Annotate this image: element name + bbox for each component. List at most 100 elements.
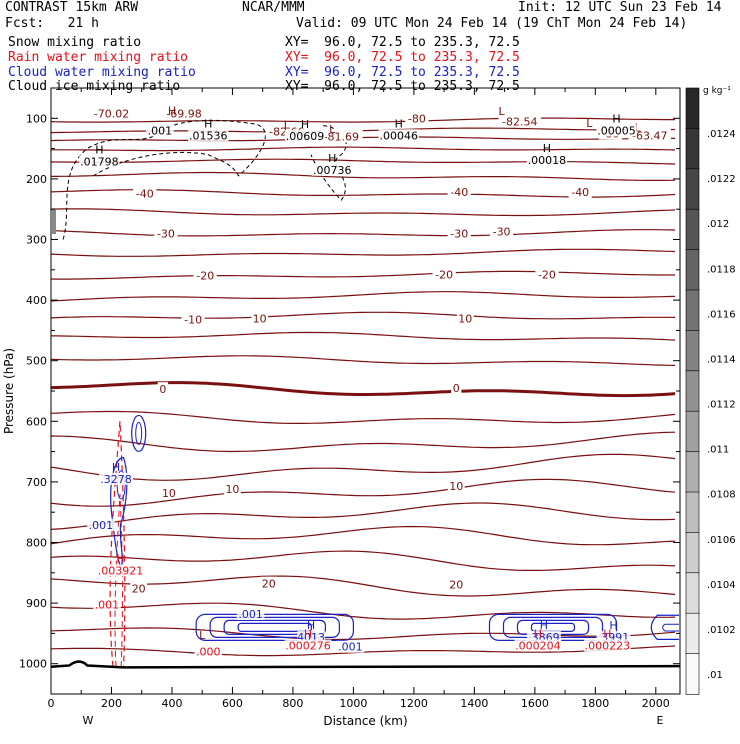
cloud-water-contour [116,470,126,500]
temperature-label-bg [320,129,363,143]
snow-label-bg [146,124,174,137]
snow-label: .01798 [80,155,119,168]
x-tick-label: 600 [222,697,243,710]
cloud-water-label-bg [236,608,265,621]
y-axis-label: Pressure (hPa) [2,348,16,434]
y-tick-label: 100 [26,112,47,125]
temperature-label-bg [447,577,465,591]
colorbar-tick-label: .011 [707,445,729,456]
rain-marker: H [116,552,124,565]
snow-label-bg [526,154,568,167]
field-name-rain: Rain water mixing ratio [8,50,189,65]
y-tick-label: 200 [26,173,47,186]
temperature-label: 0 [159,383,166,396]
x-end-label-east: E [657,714,664,727]
temperature-contour [50,136,675,142]
snow-label: .001 [148,124,173,137]
snow-label: .00609 [286,130,325,143]
rain-marker: H [304,628,312,641]
temperature-contour [50,291,676,302]
field-xy-snow: XY= 96.0, 72.5 to 235.3, 72.5 [285,35,520,50]
x-axis-label: Distance (km) [323,714,407,728]
snow-label: .00736 [313,164,352,177]
field-xy-cloud-ice: XY= 96.0, 72.5 to 235.3, 72.5 [285,79,520,94]
x-end-label-west: W [83,714,94,727]
temperature-label: -20 [196,269,214,282]
contour-labels: -70.02-69.98-82.66-81.69-80-82.54-80-63.… [79,104,671,659]
colorbar-swatch [685,370,700,412]
rain-label-bg [514,639,562,652]
rain-label-bg [93,598,121,611]
snow-contour [62,119,266,240]
snow-label-bg [284,129,326,142]
x-tick-label: 1600 [521,697,549,710]
x-tick-label: 1800 [581,697,609,710]
rain-contour [109,421,126,667]
cloud-water-contour [135,421,143,445]
temperature-label: 10 [449,480,463,493]
temperature-label-bg [251,311,269,325]
temperature-label: 10 [162,487,176,500]
temperature-contours [50,117,676,657]
colorbar-tick-label: .012 [707,219,729,230]
colorbar-swatch [685,612,700,655]
temperature-label: -20 [435,269,453,282]
colorbar-swatch [685,330,700,372]
x-tick-label: 200 [101,697,122,710]
rain-marker: H [603,628,611,641]
temperature-label: -63.47 [632,129,667,142]
rain-label-bg [284,639,332,652]
temperature-contour [51,146,676,152]
colorbar-swatch [685,208,700,251]
x-tick-label: 1000 [339,697,367,710]
temperature-label: 20 [449,578,463,591]
temperature-label: 10 [225,483,239,496]
temperature-contour [50,502,676,530]
temperature-contour [50,158,676,165]
cloud-water-marker: H [540,619,548,632]
colorbar-swatch [685,249,700,291]
cloud-water-contour [110,457,128,568]
colorbar-swatch [685,289,700,332]
temperature-label-bg [568,185,592,199]
temperature-label: 10 [458,312,472,325]
cloud-water-contour [650,614,679,640]
rain-marker: H [534,628,542,641]
temperature-contour [50,575,676,597]
temperature-label: -30 [450,227,468,240]
extremum-marker: L [499,105,506,118]
temperature-label-bg [154,226,178,240]
temperature-label-bg [456,311,474,325]
y-tick-label: 300 [26,234,47,247]
temperature-label: 20 [262,578,276,591]
temperature-label-bg [498,114,541,128]
colorbar-swatch [685,491,700,534]
colorbar-swatch [685,410,700,453]
field-xy-cloud-water: XY= 96.0, 72.5 to 235.3, 72.5 [285,65,520,80]
temperature-label-bg [535,267,559,281]
temperature-label-bg [489,224,514,238]
extremum-marker: H [168,104,176,117]
extremum-marker: L [586,117,593,130]
snow-label: .00005 [597,124,636,137]
colorbar-tick-label: .0116 [707,309,736,320]
rain-label-bg [97,564,144,577]
title-left: CONTRAST 15km ARW [5,0,139,15]
forecast-hour: Fcst: 21 h [5,16,99,31]
temperature-label: -82.54 [502,115,537,128]
colorbar-swatch [685,532,700,574]
valid-time: Valid: 09 UTC Mon 24 Feb 14 (19 ChT Mon … [296,16,688,31]
snow-label-bg [378,129,419,142]
extremum-marker: L [635,121,642,134]
colorbar-swatch [685,451,700,493]
extremum-marker: L [284,118,291,131]
colorbar-tick-label: .0106 [707,535,736,546]
edge-marker [51,210,56,234]
snow-marker: H [204,117,212,130]
x-tick-label: 0 [48,697,55,710]
x-tick-label: 800 [282,697,303,710]
rain-contours [109,421,126,667]
rain-label-bg [584,639,631,652]
snow-label-bg [79,155,120,168]
